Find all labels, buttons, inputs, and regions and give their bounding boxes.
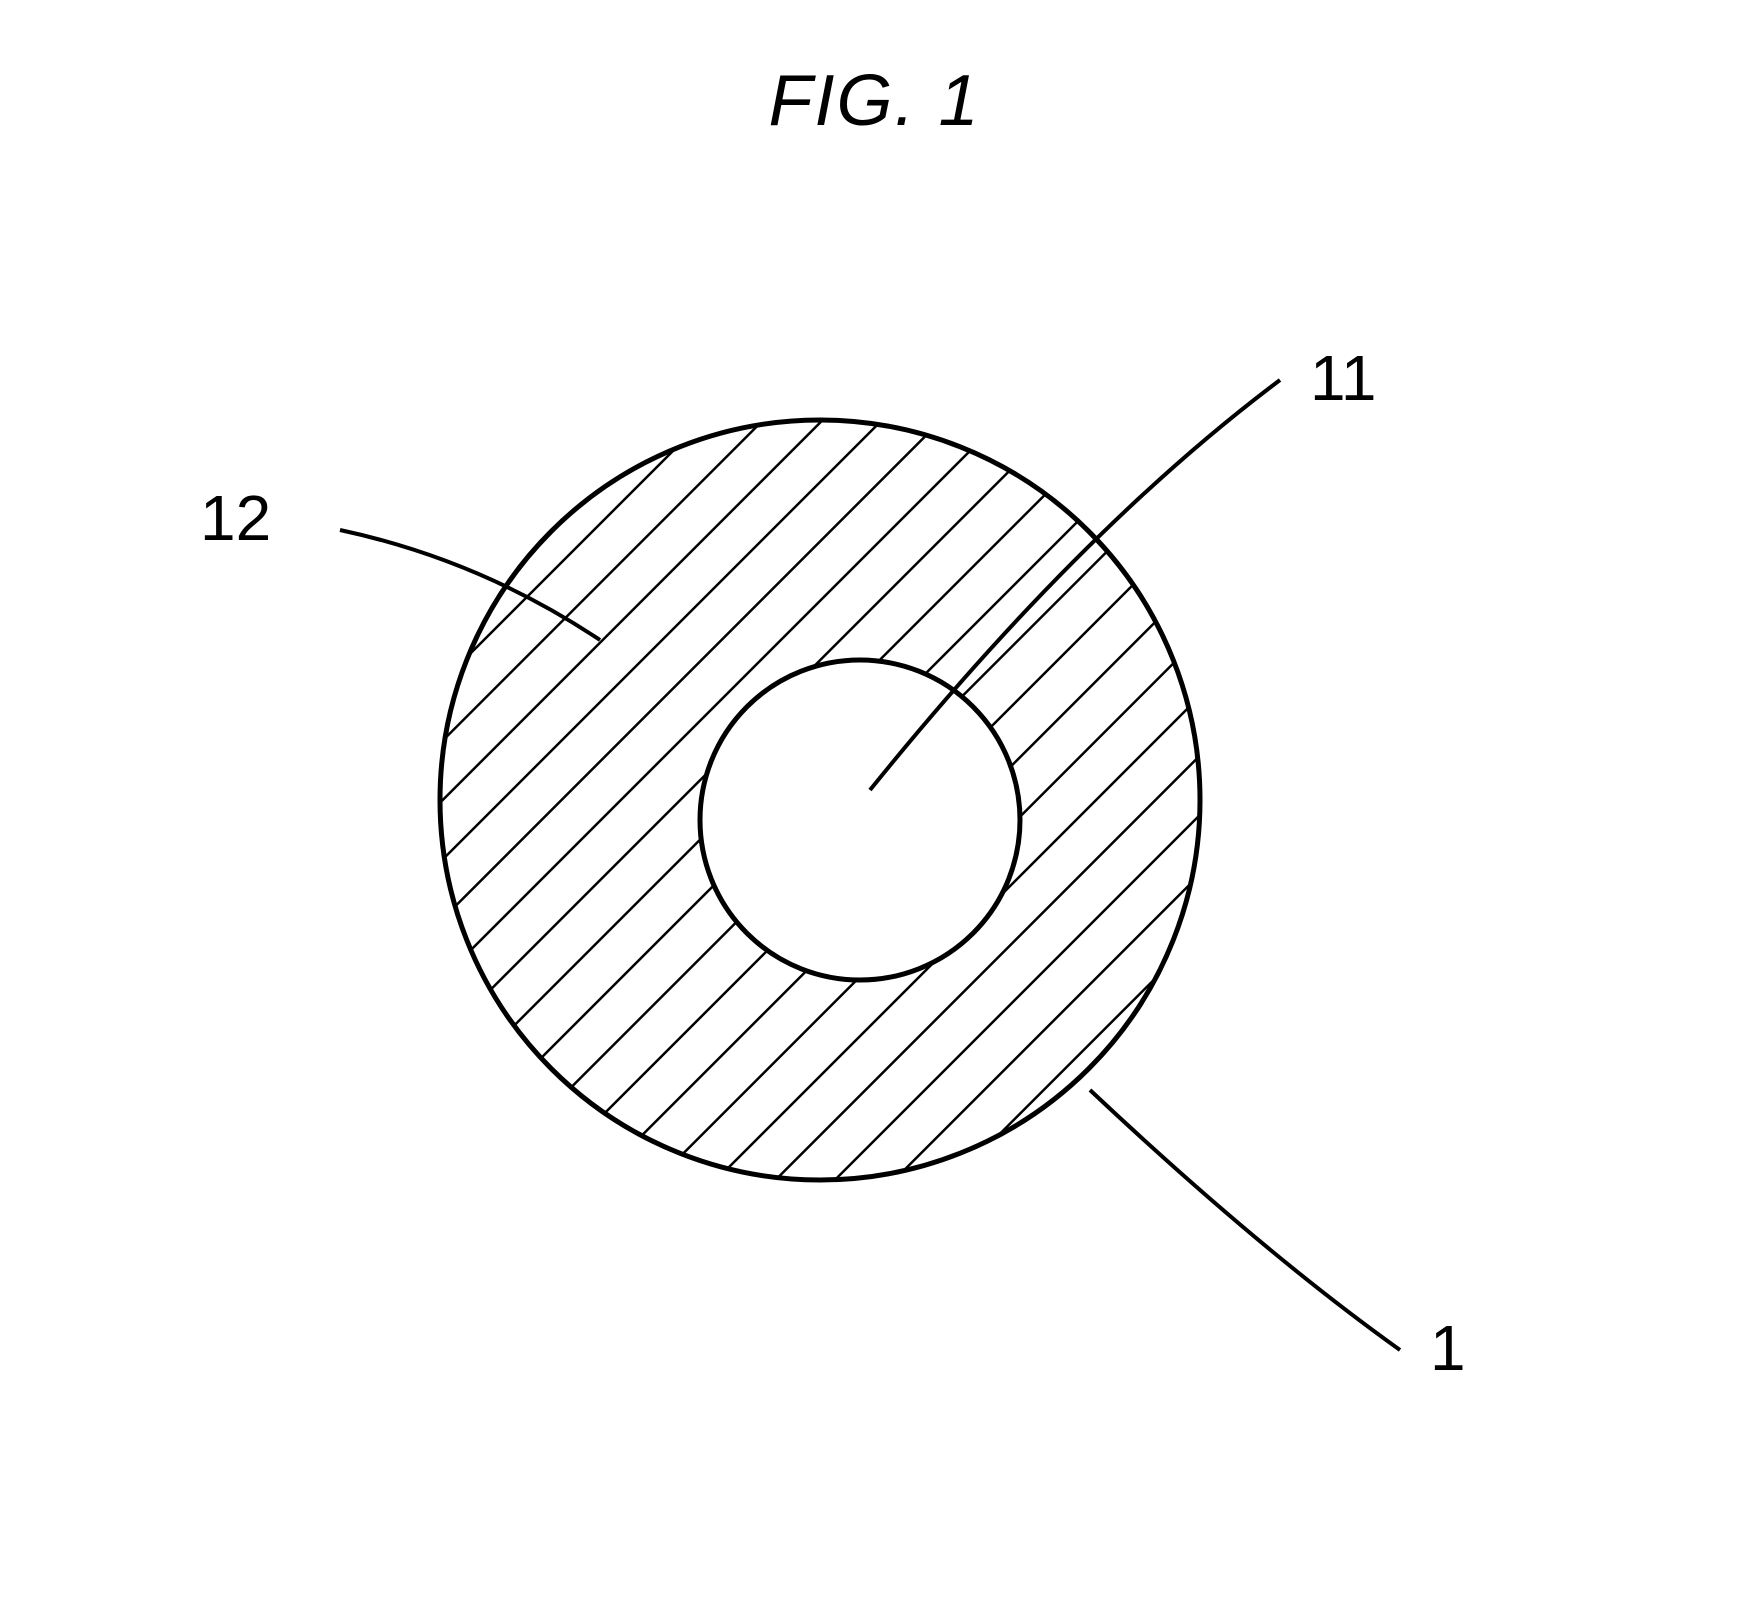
leader-1 xyxy=(1090,1090,1400,1350)
label-1: 1 xyxy=(1430,1312,1466,1384)
diagram-svg: 11 12 1 xyxy=(0,350,1749,1550)
figure-title: FIG. 1 xyxy=(768,60,980,142)
label-12: 12 xyxy=(200,482,271,554)
label-11: 11 xyxy=(1310,350,1376,414)
diagram-container: 11 12 1 xyxy=(0,350,1749,1550)
inner-circle xyxy=(700,660,1020,980)
